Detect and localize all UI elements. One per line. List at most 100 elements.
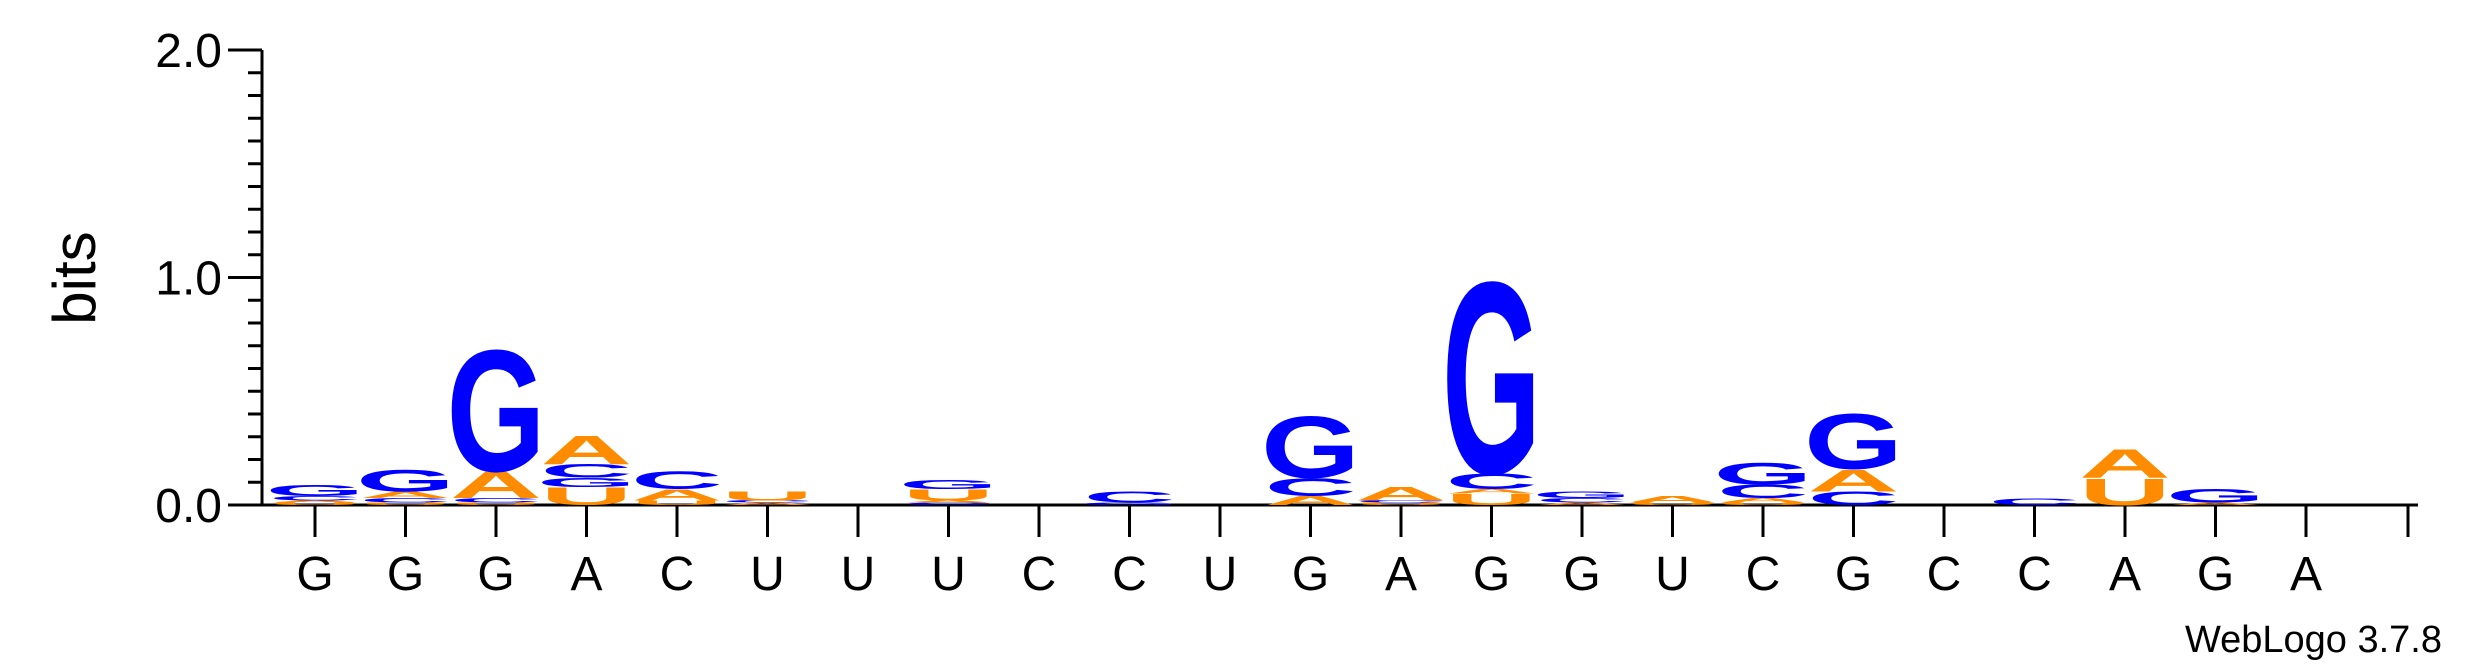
y-axis-label: bits <box>41 231 108 324</box>
logo-letter: A <box>722 502 814 506</box>
logo-letter: A <box>2079 441 2171 487</box>
logo-letter: A <box>1355 484 1447 505</box>
logo-letter: C <box>450 497 542 504</box>
position-label: U <box>750 548 785 601</box>
logo-stack: UA <box>1627 494 1719 505</box>
position-label: G <box>477 548 514 601</box>
y-tick-label: 2.0 <box>155 25 222 78</box>
logo-letter: U <box>269 502 361 506</box>
y-tick-label: 1.0 <box>155 253 222 306</box>
position-label: G <box>2197 548 2234 601</box>
logo-letter: A <box>450 464 542 506</box>
logo-letter: U <box>541 482 633 510</box>
logo-letter: U <box>2079 471 2171 513</box>
position-label: U <box>1655 548 1690 601</box>
logo-letter: A <box>1627 494 1719 505</box>
position-label: U <box>931 548 966 601</box>
logo-letter: G <box>1080 502 1179 506</box>
logo-stack: AG <box>2166 486 2265 507</box>
position-label: C <box>1746 548 1781 601</box>
logo-letter: C <box>1355 500 1447 504</box>
logo-letter: A <box>1536 502 1628 506</box>
position-label: G <box>1835 548 1872 601</box>
logo-letter: G <box>1714 456 1813 491</box>
logo-letter: A <box>2170 502 2262 506</box>
position-label: A <box>2290 548 2322 601</box>
y-tick-label: 0.0 <box>155 480 222 533</box>
logo-letter: C <box>1536 497 1628 504</box>
logo-stack: ACU <box>722 489 814 506</box>
position-label: C <box>1022 548 1057 601</box>
logo-letter: U <box>631 499 723 506</box>
logo-letter: U <box>1717 502 1809 506</box>
position-label: A <box>2109 548 2141 601</box>
logo-letter: G <box>2166 486 2265 507</box>
logo-letter: G <box>1533 490 1632 501</box>
position-label: C <box>660 548 695 601</box>
logo-letter: A <box>1717 497 1809 504</box>
logo-letter: C <box>1446 469 1538 494</box>
logo-letter: G <box>266 482 365 500</box>
logo-letter: A <box>360 490 452 501</box>
logo-letter: C <box>903 502 995 506</box>
y-ticks: 0.0 1.0 2.0 <box>155 25 262 533</box>
logo-letter: G <box>356 463 455 498</box>
logo-letter: G <box>447 315 546 509</box>
logo-stack: GC <box>1080 489 1179 507</box>
position-label: A <box>1385 548 1417 601</box>
logo-letter: C <box>360 497 452 504</box>
logo-letter: U <box>450 502 542 506</box>
logo-letter: A <box>631 486 723 504</box>
logo-letter: A <box>1446 488 1538 495</box>
logo-letter: A <box>269 500 361 504</box>
position-label: G <box>296 548 333 601</box>
logo-letter: C <box>1808 488 1900 509</box>
position-label: C <box>2017 548 2052 601</box>
logo-stack: UA <box>2079 441 2171 513</box>
logo-letter: A <box>903 500 995 504</box>
position-label: A <box>570 548 602 601</box>
logo-letter: C <box>1265 473 1357 501</box>
position-label: C <box>1927 548 1962 601</box>
position-label: U <box>1203 548 1238 601</box>
logo-letter: U <box>360 502 452 506</box>
logo-letter: C <box>631 466 723 494</box>
weblogo-credit: WebLogo 3.7.8 <box>2185 619 2442 661</box>
logo-letter: A <box>541 427 633 473</box>
logo-letter: G <box>1442 225 1541 532</box>
logo-letter: C <box>269 495 361 502</box>
logo-letter: C <box>541 461 633 482</box>
logo-stack: UAC <box>631 466 723 506</box>
logo-letter: U <box>1446 491 1538 509</box>
logo-stack: CAG <box>1804 398 1903 509</box>
logo-stack: C <box>1989 496 2081 507</box>
position-label: G <box>387 548 424 601</box>
position-label: G <box>1292 548 1329 601</box>
logo-letter: A <box>1808 463 1900 498</box>
position-label: G <box>1473 548 1510 601</box>
logo-letter: U <box>1355 502 1447 506</box>
logo-letter: C <box>1989 496 2081 507</box>
logo-letter: C <box>722 500 814 504</box>
position-label: C <box>1112 548 1147 601</box>
logo-letter: G <box>1261 399 1360 497</box>
logo-letter: C <box>1717 481 1809 502</box>
logo-stack: ACG <box>1261 399 1360 508</box>
logo-letter: G <box>537 475 636 489</box>
logo-letter: U <box>903 486 995 504</box>
logo-letter: U <box>1627 502 1719 506</box>
position-label: G <box>1563 548 1600 601</box>
logo-stack: UCA <box>1355 484 1447 506</box>
logo-letter: C <box>1084 489 1176 507</box>
logo-letter: G <box>1804 398 1903 486</box>
position-label: U <box>841 548 876 601</box>
